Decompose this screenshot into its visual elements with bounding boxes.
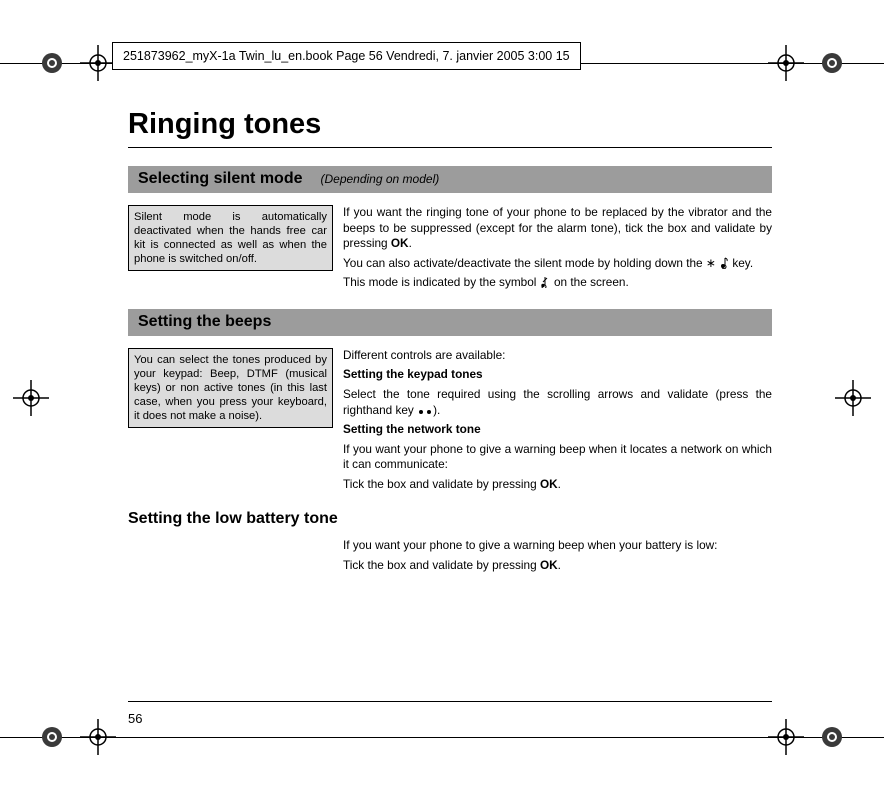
beeps-h-network: Setting the network tone [343,422,772,438]
two-dots-icon [417,408,433,416]
cross-mark [80,45,116,81]
silent-side-box: Silent mode is automatically deactivated… [128,205,333,271]
low-battery-p1: If you want your phone to give a warning… [343,538,772,554]
reg-mark-top-right [814,45,850,81]
low-battery-heading: Setting the low battery tone [128,510,772,528]
footer-rule [128,701,772,702]
silent-p2: You can also activate/deactivate the sil… [343,256,772,272]
page-title: Ringing tones [128,108,772,141]
beeps-body: Different controls are available: Settin… [343,348,772,497]
beeps-row: You can select the tones produced by you… [128,348,772,497]
reg-mark-bottom-left [34,719,70,755]
text: Tick the box and validate by pressing [343,558,540,572]
beeps-network-validate: Tick the box and validate by pressing OK… [343,477,772,493]
beeps-side-box: You can select the tones produced by you… [128,348,333,428]
print-guide-bottom [0,737,884,738]
section-title-beeps: Setting the beeps [138,313,271,331]
ok-label: OK [540,558,558,572]
reg-mark-bottom-right [814,719,850,755]
beeps-keypad-text: Select the tone required using the scrol… [343,387,772,418]
low-battery-row: If you want your phone to give a warning… [128,538,772,577]
low-battery-body: If you want your phone to give a warning… [343,538,772,577]
silent-body: If you want the ringing tone of your pho… [343,205,772,295]
silent-p3: This mode is indicated by the symbol on … [343,275,772,291]
music-note-icon [719,257,729,269]
cross-mark [835,380,871,416]
running-header-text: 251873962_myX-1a Twin_lu_en.book Page 56… [112,42,581,70]
beeps-intro: Different controls are available: [343,348,772,364]
cross-mark [80,719,116,755]
silent-mode-icon [540,276,551,288]
page-content: Ringing tones Selecting silent mode (Dep… [128,108,772,726]
section-note-silent: (Depending on model) [320,172,439,186]
text: key. [729,256,753,270]
running-header: 251873962_myX-1a Twin_lu_en.book Page 56… [112,42,772,86]
ok-label: OK [540,477,558,491]
title-rule [128,147,772,148]
beeps-h-keypad: Setting the keypad tones [343,367,772,383]
text: Tick the box and validate by pressing [343,477,540,491]
text: . [558,477,561,491]
text: . [409,236,412,250]
text: on the screen. [554,275,629,289]
beeps-network-text: If you want your phone to give a warning… [343,442,772,473]
text: This mode is indicated by the symbol [343,275,540,289]
text: . [558,558,561,572]
star-key-icon: ∗ [706,256,716,270]
low-battery-p2: Tick the box and validate by pressing OK… [343,558,772,574]
section-bar-silent: Selecting silent mode (Depending on mode… [128,166,772,193]
cross-mark [13,380,49,416]
page-number: 56 [128,711,142,726]
text: You can also activate/deactivate the sil… [343,256,706,270]
reg-mark-top-left [34,45,70,81]
cross-mark [768,45,804,81]
section-bar-beeps: Setting the beeps [128,309,772,336]
text: Select the tone required using the scrol… [343,387,772,417]
cross-mark [768,719,804,755]
ok-label: OK [391,236,409,250]
section-title-silent: Selecting silent mode [138,170,302,188]
text: ). [433,403,440,417]
silent-p1: If you want the ringing tone of your pho… [343,205,772,252]
silent-row: Silent mode is automatically deactivated… [128,205,772,295]
